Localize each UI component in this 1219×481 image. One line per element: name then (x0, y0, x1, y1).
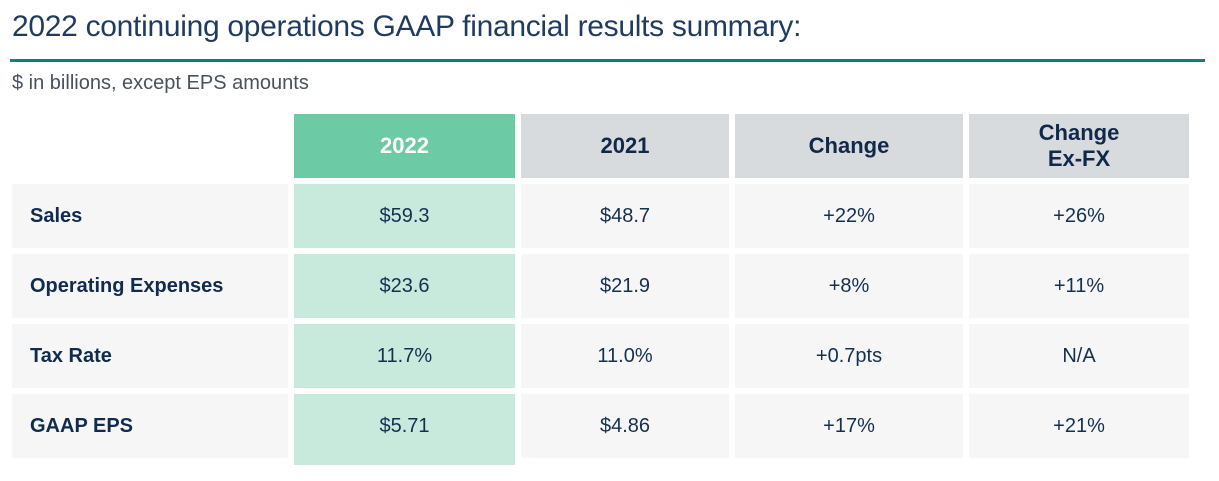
cell-opex-2021: $21.9 (521, 254, 729, 318)
results-table: 2022 2021 Change Change Ex-FX Sales $59.… (12, 114, 1189, 465)
cell-opex-2022: $23.6 (294, 254, 515, 318)
cell-gaap-eps-change-ex-fx: +21% (969, 394, 1189, 458)
cell-opex-change-ex-fx: +11% (969, 254, 1189, 318)
table-note: $ in billions, except EPS amounts (12, 72, 309, 94)
row-label-operating-expenses: Operating Expenses (12, 254, 288, 318)
header-corner-blank (12, 114, 288, 178)
cell-sales-2021: $48.7 (521, 184, 729, 248)
title-divider (10, 59, 1205, 62)
highlight-column-extension (294, 458, 515, 465)
cell-tax-rate-2022: 11.7% (294, 324, 515, 388)
cell-gaap-eps-2021: $4.86 (521, 394, 729, 458)
cell-tax-rate-2021: 11.0% (521, 324, 729, 388)
row-label-gaap-eps: GAAP EPS (12, 394, 288, 458)
row-label-tax-rate: Tax Rate (12, 324, 288, 388)
row-label-sales: Sales (12, 184, 288, 248)
cell-sales-change-ex-fx: +26% (969, 184, 1189, 248)
column-header-change-ex-fx: Change Ex-FX (969, 114, 1189, 178)
cell-opex-change: +8% (735, 254, 963, 318)
page-title: 2022 continuing operations GAAP financia… (12, 10, 802, 43)
cell-gaap-eps-2022: $5.71 (294, 394, 515, 458)
column-header-change: Change (735, 114, 963, 178)
cell-tax-rate-change-ex-fx: N/A (969, 324, 1189, 388)
cell-gaap-eps-change: +17% (735, 394, 963, 458)
cell-sales-2022: $59.3 (294, 184, 515, 248)
cell-tax-rate-change: +0.7pts (735, 324, 963, 388)
cell-sales-change: +22% (735, 184, 963, 248)
column-header-2022: 2022 (294, 114, 515, 178)
column-header-2021: 2021 (521, 114, 729, 178)
